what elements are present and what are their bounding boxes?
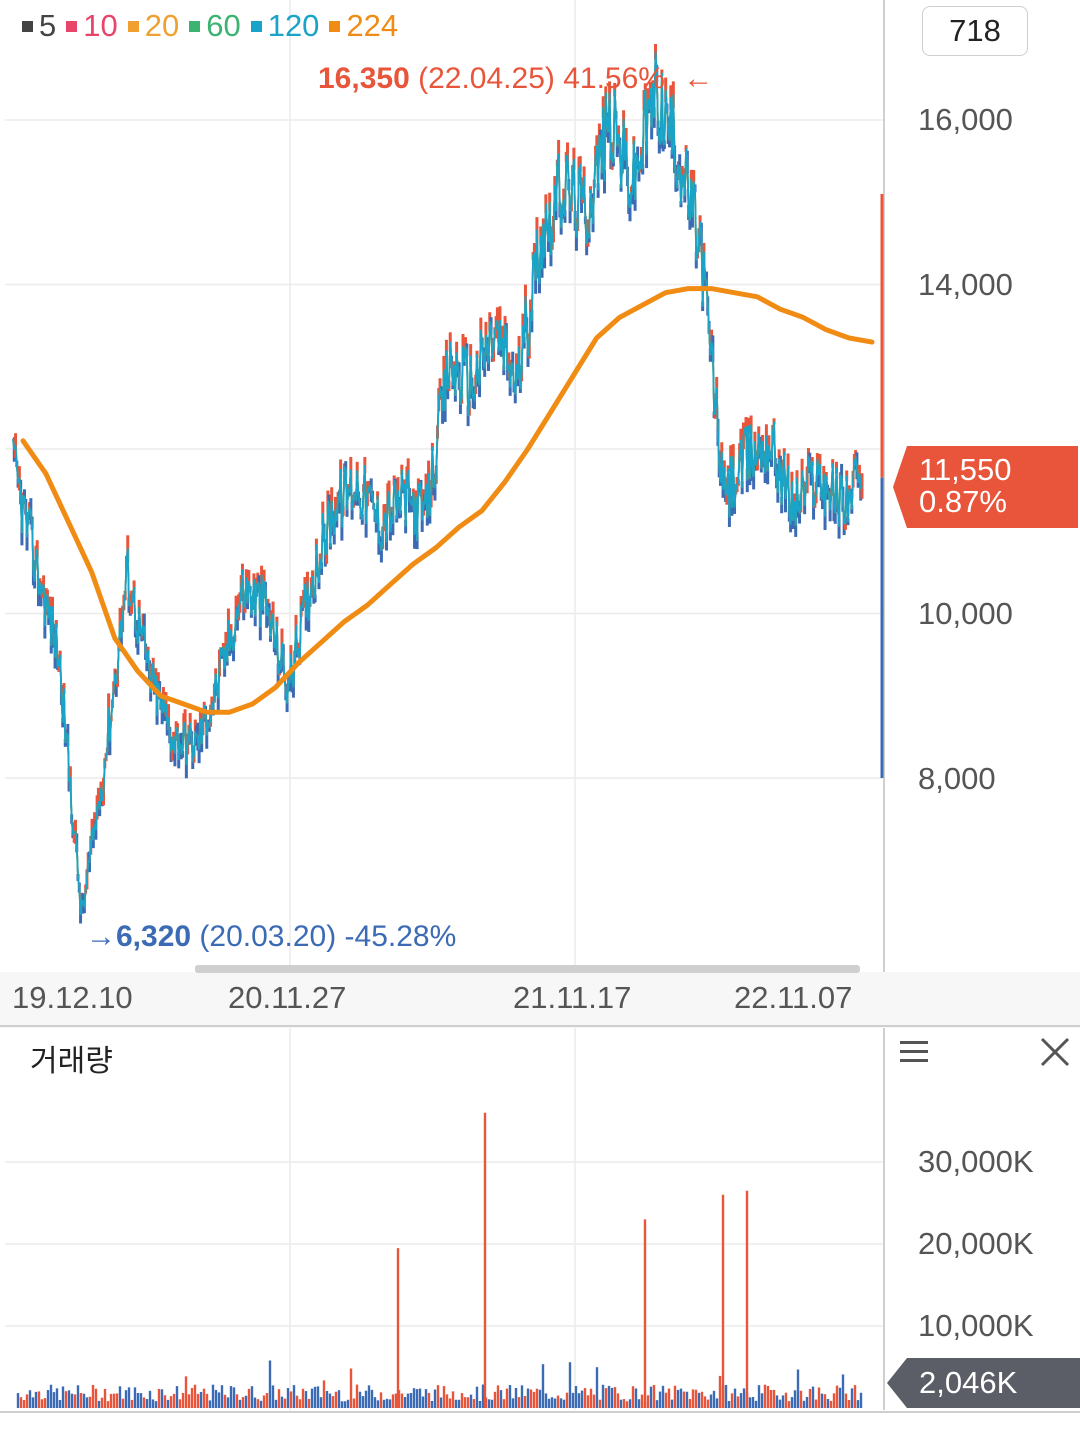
x-axis-band (0, 972, 1080, 1028)
legend-item-ma10[interactable]: 10 (66, 8, 118, 44)
menu-icon-glyph (900, 1041, 928, 1062)
legend-swatch (127, 20, 139, 32)
legend-swatch (66, 20, 78, 32)
vol-y-tick-20000k: 20,000K (918, 1226, 1034, 1261)
legend-label: 224 (346, 8, 399, 43)
legend-label: 20 (144, 8, 180, 43)
y-tick-14000: 14,000 (918, 267, 1013, 302)
legend-item-ma20[interactable]: 20 (127, 8, 180, 44)
y-tick-16000: 16,000 (918, 102, 1013, 137)
legend-swatch (329, 20, 341, 32)
legend-swatch (189, 20, 201, 32)
legend-label: 5 (39, 8, 57, 43)
candle-count-box[interactable]: 718 (922, 6, 1028, 56)
low-value: 6,320 (116, 920, 192, 953)
legend-label: 60 (206, 8, 241, 43)
low-annotation: →6,320 (20.03.20) -45.28% (86, 920, 456, 954)
right-arrow-icon: → (86, 920, 116, 953)
x-tick-label: 19.12.10 (12, 980, 133, 1015)
ma-legend: 5 10 20 60 120 224 (22, 8, 398, 44)
legend-item-ma120[interactable]: 120 (250, 8, 320, 44)
y-tick-8000: 8,000 (918, 761, 996, 796)
x-tick-label: 20.11.27 (228, 980, 347, 1015)
legend-item-ma224[interactable]: 224 (329, 8, 398, 44)
x-tick-label: 21.11.17 (513, 980, 632, 1015)
legend-swatch (250, 20, 262, 32)
high-value: 16,350 (318, 62, 410, 95)
current-price: 11,550 (919, 452, 1012, 487)
current-price-tag: 11,550 0.87% (893, 446, 1078, 528)
legend-item-ma60[interactable]: 60 (189, 8, 241, 44)
y-tick-10000: 10,000 (918, 596, 1013, 631)
current-volume-tag: 2,046K (887, 1358, 1080, 1408)
legend-label: 120 (267, 8, 320, 43)
close-icon-glyph (1040, 1037, 1070, 1067)
scrollbar (195, 965, 860, 973)
high-detail: (22.04.25) 41.56% (418, 62, 665, 95)
low-detail: (20.03.20) -45.28% (199, 920, 457, 953)
ma224-line (20, 286, 875, 715)
current-change: 0.87% (919, 484, 1007, 519)
left-arrow-icon: ← (683, 62, 714, 95)
high-annotation: 16,350 (22.04.25) 41.56% ← (318, 62, 713, 96)
vol-y-tick-10000k: 10,000K (918, 1308, 1034, 1343)
close-icon[interactable] (1036, 1033, 1074, 1071)
legend-label: 10 (83, 8, 118, 43)
legend-swatch (22, 20, 33, 32)
vol-y-tick-30000k: 30,000K (918, 1144, 1034, 1179)
legend-item-ma5[interactable]: 5 (22, 8, 56, 44)
menu-icon[interactable] (898, 1037, 932, 1067)
volume-panel-title: 거래량 (30, 1045, 113, 1078)
x-tick-label: 22.11.07 (734, 980, 853, 1015)
